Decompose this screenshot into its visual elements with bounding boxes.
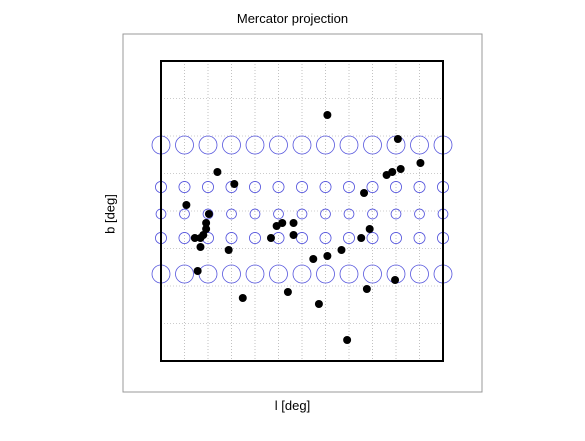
data-point <box>278 219 287 227</box>
data-point <box>365 225 374 233</box>
reference-circle <box>175 264 194 284</box>
reference-circle <box>249 208 261 220</box>
data-point <box>382 171 391 179</box>
data-point <box>343 336 352 344</box>
reference-circles <box>151 135 453 284</box>
reference-circle <box>366 181 379 193</box>
reference-circle <box>319 181 332 193</box>
data-point <box>323 252 332 260</box>
x-axis-label: l [deg] <box>274 398 311 413</box>
reference-circle <box>269 264 288 284</box>
reference-circle <box>320 208 331 220</box>
reference-circle <box>292 264 312 284</box>
reference-circle <box>363 264 382 284</box>
reference-circle <box>296 208 308 220</box>
reference-circle <box>316 135 335 155</box>
reference-circle <box>410 264 429 284</box>
reference-circle <box>272 181 285 193</box>
reference-circle <box>202 181 214 193</box>
data-point <box>266 234 275 242</box>
data-points <box>182 111 425 344</box>
data-point <box>323 111 332 119</box>
figure-frame <box>122 33 483 393</box>
data-point <box>283 288 292 296</box>
reference-circle <box>178 232 191 244</box>
reference-circle <box>225 232 238 244</box>
reference-circle <box>269 135 288 155</box>
reference-circle <box>319 232 332 244</box>
data-point <box>213 168 222 176</box>
reference-circle <box>179 208 190 220</box>
data-point <box>202 219 211 227</box>
chart-title: Mercator projection <box>236 11 349 26</box>
data-point <box>289 231 298 239</box>
data-point <box>202 225 211 233</box>
reference-circle <box>363 135 382 155</box>
data-point <box>309 255 318 263</box>
reference-circle <box>339 135 359 155</box>
reference-circle <box>245 264 265 284</box>
data-point <box>182 201 191 209</box>
gridlines <box>161 61 443 361</box>
axes-box <box>160 60 444 362</box>
data-point <box>193 267 202 275</box>
data-point <box>289 219 298 227</box>
reference-circle <box>339 264 359 284</box>
reference-circle <box>249 181 261 193</box>
reference-circle <box>413 181 426 193</box>
reference-circle <box>202 208 214 220</box>
data-point <box>360 189 369 197</box>
data-point <box>357 234 366 242</box>
reference-circle <box>367 208 378 220</box>
reference-circle <box>410 135 429 155</box>
reference-circle <box>366 232 379 244</box>
reference-circle <box>390 208 402 220</box>
data-point <box>393 135 402 143</box>
reference-circle <box>390 181 402 193</box>
reference-circle <box>390 232 402 244</box>
reference-circle <box>343 181 355 193</box>
data-point <box>230 180 239 188</box>
reference-circle <box>222 135 241 155</box>
reference-circle <box>245 135 265 155</box>
reference-circle <box>273 208 284 220</box>
reference-circle <box>343 232 355 244</box>
reference-circle <box>413 232 426 244</box>
data-point <box>196 234 205 242</box>
reference-circle <box>175 135 194 155</box>
data-point <box>314 300 323 308</box>
data-point <box>337 246 346 254</box>
data-point <box>396 165 405 173</box>
data-point <box>391 276 400 284</box>
reference-circle <box>414 208 425 220</box>
reference-circle <box>316 264 335 284</box>
reference-circle <box>249 232 261 244</box>
y-axis-label: b [deg] <box>102 194 118 234</box>
data-point <box>238 294 247 302</box>
reference-circle <box>296 232 308 244</box>
data-point <box>362 285 371 293</box>
data-point <box>224 246 233 254</box>
reference-circle <box>343 208 355 220</box>
reference-circle <box>198 135 218 155</box>
data-point <box>204 210 213 218</box>
reference-circle <box>296 181 308 193</box>
data-point <box>196 243 205 251</box>
data-point <box>416 159 425 167</box>
reference-circle <box>292 135 312 155</box>
reference-circle <box>178 181 191 193</box>
data-point <box>190 234 199 242</box>
reference-circle <box>226 208 237 220</box>
reference-circle <box>222 264 241 284</box>
